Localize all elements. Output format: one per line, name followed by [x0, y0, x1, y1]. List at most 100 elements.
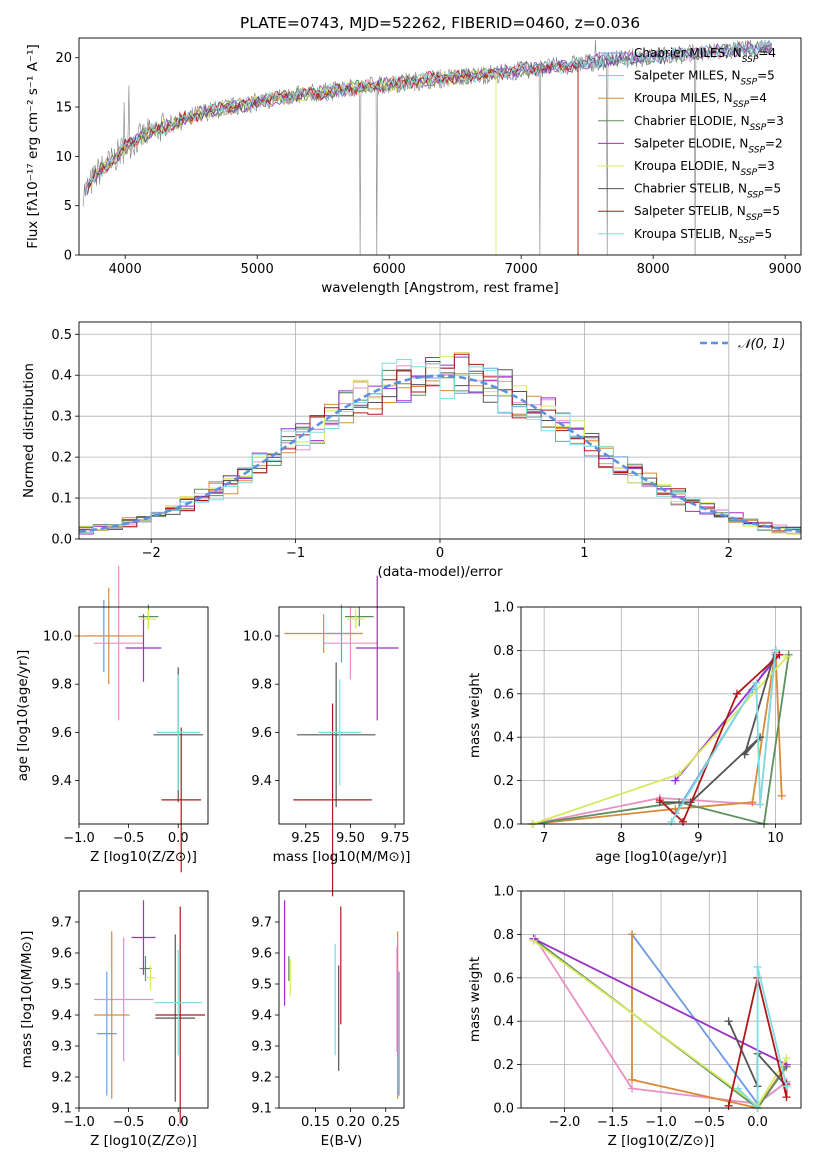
histogram-kroupa-stelib — [79, 359, 801, 533]
y-tick-label: 9.4 — [251, 774, 272, 789]
legend-entry: Kroupa STELIB, NSSP=5 — [634, 227, 772, 246]
x-tick-label: 0.0 — [168, 831, 189, 846]
y-tick-label: 0 — [64, 249, 72, 264]
series-marker — [667, 817, 676, 826]
x-tick-label: −1.0 — [645, 1115, 677, 1130]
y-tick-label: 1.0 — [493, 601, 514, 616]
x-axis-label: Z [log10(Z/Z⊙)] — [90, 849, 197, 865]
y-tick-label: 0.8 — [493, 644, 514, 659]
y-tick-label: 1.0 — [493, 885, 514, 900]
series-marker — [756, 800, 765, 809]
x-tick-label: −2.0 — [549, 1115, 581, 1130]
series-marker — [628, 930, 637, 939]
x-tick-label: −0.5 — [113, 831, 145, 846]
series-line — [533, 940, 788, 1108]
series-line — [532, 652, 777, 825]
y-axis-label: mass weight — [467, 957, 483, 1042]
series-marker — [732, 689, 741, 698]
x-tick-label: 7 — [540, 831, 548, 846]
x-tick-label: −1.0 — [63, 831, 95, 846]
series-marker — [748, 798, 757, 807]
y-tick-label: 0.4 — [51, 369, 72, 384]
y-tick-label: 9.4 — [251, 1009, 272, 1024]
y-tick-label: 9.1 — [51, 1102, 72, 1117]
panel-age-vs-mass: 9.25 9.50 9.75 9.4 9.6 9.8 10.0 mass [log10(M/M… — [243, 575, 411, 897]
data-spectrum-line — [82, 39, 773, 255]
x-tick-label: 10 — [767, 831, 784, 846]
series-marker — [771, 646, 780, 655]
x-tick-label: 9 — [694, 831, 702, 846]
y-axis-label: Normed distribution — [21, 363, 37, 498]
y-axis-label: mass [log10(M/M⊙)] — [19, 931, 35, 1069]
y-tick-label: 0.4 — [493, 731, 514, 746]
x-tick-label: 9.75 — [381, 831, 410, 846]
x-tick-label: 9000 — [769, 262, 802, 277]
x-tick-label: −0.5 — [113, 1115, 145, 1130]
series-marker — [734, 1084, 743, 1093]
y-tick-label: 0.0 — [51, 533, 72, 548]
legend-entry: Kroupa MILES, NSSP=4 — [634, 91, 767, 110]
x-tick-label: 2 — [725, 546, 733, 561]
y-tick-label: 0.0 — [493, 1102, 514, 1117]
axes-frame — [278, 890, 405, 1109]
x-tick-label: 0 — [436, 546, 444, 561]
series-marker — [752, 678, 761, 687]
axes-frame — [78, 606, 209, 825]
axes-frame — [520, 606, 802, 825]
x-axis-label: age [log10(age/yr)] — [595, 849, 727, 865]
legend-entry: Salpeter MILES, NSSP=5 — [634, 69, 775, 88]
y-tick-label: 0.5 — [51, 328, 72, 343]
panel-spectrum: 4000 5000 6000 7000 8000 9000 0 5 10 15 20 waveleng… — [25, 37, 802, 296]
series-line — [532, 654, 790, 826]
model-spectrum-salpeter-elodie — [86, 40, 772, 196]
y-tick-label: 0.2 — [51, 451, 72, 466]
x-tick-label: 7000 — [505, 262, 538, 277]
x-tick-label: 6000 — [373, 262, 406, 277]
legend-entry: Salpeter STELIB, NSSP=5 — [634, 204, 780, 223]
x-tick-label: −1.5 — [597, 1115, 629, 1130]
y-tick-label: 15 — [55, 101, 72, 116]
y-tick-label: 9.7 — [251, 916, 272, 931]
axes-frame — [78, 37, 802, 256]
y-tick-label: 9.1 — [251, 1102, 272, 1117]
x-tick-label: 0.20 — [336, 1115, 365, 1130]
normal-curve — [78, 374, 802, 534]
y-tick-label: 0.0 — [493, 818, 514, 833]
legend-entry: Salpeter ELODIE, NSSP=2 — [634, 136, 783, 155]
y-tick-label: 9.5 — [51, 978, 72, 993]
series-line — [533, 937, 788, 1110]
axes-frame — [78, 890, 209, 1109]
x-tick-label: 0.0 — [168, 1115, 189, 1130]
x-axis-label: mass [log10(M/M⊙)] — [273, 849, 411, 865]
panel-residuals: −2 −1 0 1 2 0.0 0.1 0.2 0.3 0.4 0.5 (data-model)/er… — [21, 321, 802, 580]
y-tick-label: 9.4 — [51, 774, 72, 789]
x-tick-label: 1 — [580, 546, 588, 561]
x-tick-label: 8 — [617, 831, 625, 846]
series-marker — [775, 650, 784, 659]
y-tick-label: 0.2 — [493, 1058, 514, 1073]
y-axis-label: mass weight — [467, 673, 483, 758]
y-tick-label: 10 — [55, 150, 72, 165]
series-line — [737, 966, 788, 1111]
chart-title: PLATE=0743, MJD=52262, FIBERID=0460, z=0… — [240, 14, 640, 32]
y-tick-label: 5 — [64, 199, 72, 214]
x-tick-label: −2 — [142, 546, 161, 561]
y-tick-label: 9.6 — [251, 726, 272, 741]
y-tick-label: 9.5 — [251, 978, 272, 993]
series-marker — [628, 1084, 637, 1093]
series-marker — [782, 1093, 791, 1102]
x-tick-label: −0.5 — [693, 1115, 725, 1130]
legend-entry: Chabrier STELIB, NSSP=5 — [634, 182, 781, 201]
x-tick-label: −1.0 — [63, 1115, 95, 1130]
x-axis-label: Z [log10(Z/Z⊙)] — [90, 1133, 197, 1149]
x-tick-label: 0.15 — [301, 1115, 330, 1130]
y-tick-label: 0.1 — [51, 492, 72, 507]
y-tick-label: 9.6 — [51, 947, 72, 962]
x-tick-label: 9.25 — [291, 831, 320, 846]
y-tick-label: 9.7 — [51, 916, 72, 931]
series-line — [727, 977, 788, 1106]
series-marker — [783, 652, 792, 661]
y-tick-label: 9.2 — [51, 1071, 72, 1086]
legend-entry: Kroupa ELODIE, NSSP=3 — [634, 159, 775, 178]
x-axis-label: E(B-V) — [321, 1133, 363, 1149]
